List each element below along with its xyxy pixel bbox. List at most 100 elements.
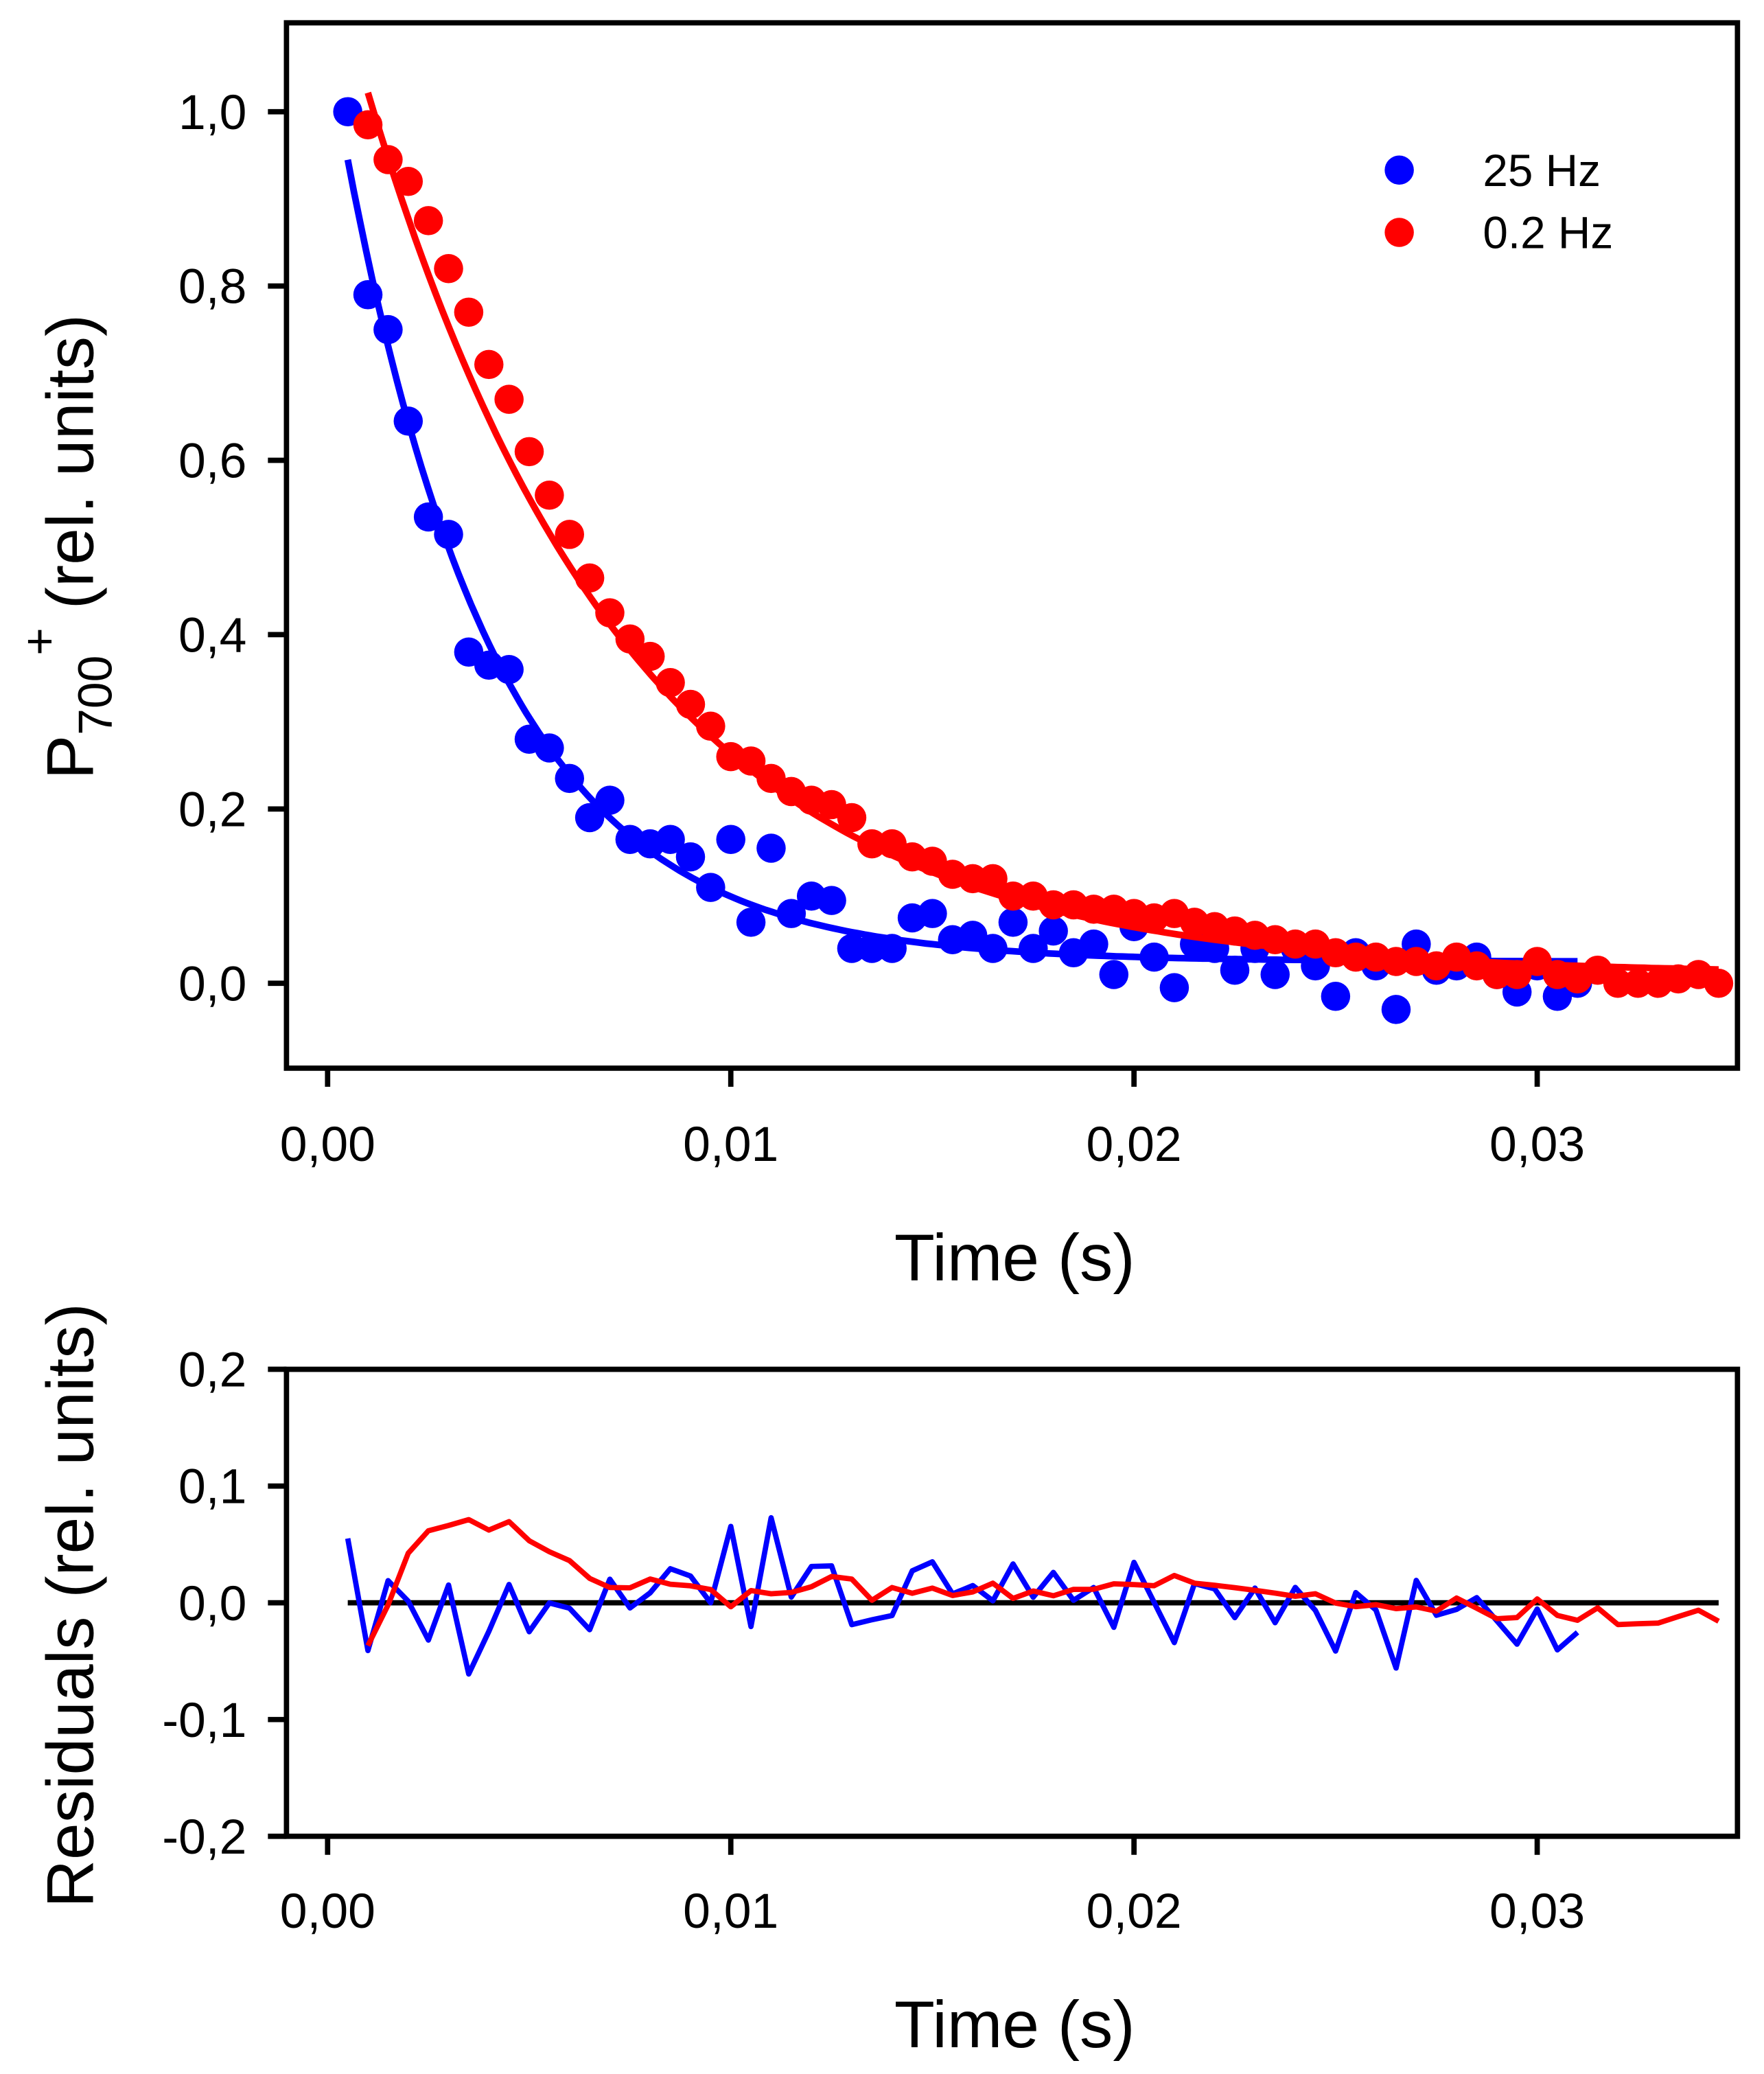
data-point-25hz xyxy=(978,934,1008,963)
top-y-axis-title: P700+ (rel. units) xyxy=(12,314,121,779)
data-point-02hz xyxy=(736,746,766,776)
top-panel: 0,00 0,01 0,02 0,03 0,0 0,2 0,4 0,6 0,8 1,0 25 Hz… xyxy=(12,20,1741,1295)
data-point-02hz xyxy=(353,110,383,139)
data-point-02hz xyxy=(1341,942,1371,972)
data-point-02hz xyxy=(655,667,685,698)
data-point-02hz xyxy=(675,689,706,719)
data-point-25hz xyxy=(555,763,584,794)
data-point-25hz xyxy=(1159,973,1189,1002)
residual-line-02hz xyxy=(365,1517,1720,1647)
data-point-25hz xyxy=(998,908,1028,937)
bottom-panel: 0,00 0,01 0,02 0,03 -0,2 -0,1 0,0 0,1 0,2 Time (… xyxy=(34,1303,1741,2062)
data-point-02hz xyxy=(998,882,1028,911)
data-point-02hz xyxy=(1280,929,1310,959)
y-tick-label: 0,4 xyxy=(178,608,246,663)
top-x-axis-title: Time (s) xyxy=(894,1221,1135,1295)
y-tick-label: 0,1 xyxy=(178,1460,246,1514)
data-point-25hz xyxy=(595,785,625,815)
data-point-25hz xyxy=(1019,934,1048,963)
data-point-02hz xyxy=(696,711,726,741)
x-tick-label: 0,00 xyxy=(280,1884,375,1939)
x-tick-label: 0,03 xyxy=(1489,1884,1585,1939)
data-point-02hz xyxy=(1079,895,1109,924)
x-tick-label: 0,03 xyxy=(1489,1117,1585,1172)
data-point-02hz xyxy=(615,624,645,654)
data-point-25hz xyxy=(575,803,605,833)
legend-label-02hz: 0.2 Hz xyxy=(1483,208,1613,258)
top-plot-frame xyxy=(283,20,1741,1071)
data-point-25hz xyxy=(535,733,564,763)
y-tick-label: 0,2 xyxy=(178,1343,246,1398)
data-point-25hz xyxy=(373,314,403,345)
bottom-y-axis-title: Residuals (rel. units) xyxy=(34,1303,107,1908)
data-point-25hz xyxy=(655,825,685,855)
bottom-x-axis-title: Time (s) xyxy=(894,1988,1135,2062)
data-point-02hz xyxy=(1603,968,1633,998)
data-point-02hz xyxy=(494,384,524,414)
legend-marker-02hz xyxy=(1384,218,1414,247)
data-point-02hz xyxy=(373,145,403,174)
data-point-02hz xyxy=(454,297,484,327)
y-tick-label: 0,8 xyxy=(178,260,246,314)
data-point-25hz xyxy=(918,899,947,928)
data-point-25hz xyxy=(1260,960,1290,989)
data-point-25hz xyxy=(393,406,423,436)
data-point-25hz xyxy=(696,873,726,902)
y-tick-label: 0,2 xyxy=(178,782,246,837)
data-point-25hz xyxy=(1321,982,1351,1011)
data-point-25hz xyxy=(353,280,383,310)
legend-label-25hz: 25 Hz xyxy=(1483,146,1601,196)
data-point-02hz xyxy=(958,864,988,894)
x-tick-label: 0,00 xyxy=(280,1117,375,1172)
y-tick-label: 0,0 xyxy=(178,1576,246,1631)
data-point-02hz xyxy=(595,598,625,627)
data-point-25hz xyxy=(716,825,745,855)
data-point-25hz xyxy=(877,934,907,963)
data-point-25hz xyxy=(1220,955,1250,985)
data-point-25hz xyxy=(736,908,766,937)
data-point-25hz xyxy=(837,934,867,963)
y-tick-label: 0,6 xyxy=(178,434,246,489)
data-point-02hz xyxy=(857,829,887,859)
x-tick-label: 0,01 xyxy=(683,1117,778,1172)
data-point-02hz xyxy=(837,803,867,833)
data-point-25hz xyxy=(675,842,706,872)
legend-marker-25hz xyxy=(1384,155,1414,185)
data-point-25hz xyxy=(1139,942,1169,972)
data-point-25hz xyxy=(434,520,463,549)
data-point-02hz xyxy=(514,437,544,467)
data-point-02hz xyxy=(1623,968,1653,998)
data-point-25hz xyxy=(1038,916,1068,946)
fit-curve-25hz xyxy=(344,159,1578,965)
x-tick-label: 0,02 xyxy=(1087,1117,1182,1172)
data-point-02hz xyxy=(635,641,665,671)
data-point-02hz xyxy=(555,520,584,549)
y-tick-label: 1,0 xyxy=(178,85,246,140)
legend: 25 Hz 0.2 Hz xyxy=(1384,146,1613,258)
data-point-25hz xyxy=(1099,960,1129,989)
data-point-25hz xyxy=(413,502,443,532)
data-point-25hz xyxy=(776,899,806,928)
data-point-25hz xyxy=(857,934,887,963)
data-point-25hz xyxy=(817,886,846,915)
x-tick-label: 0,01 xyxy=(683,1884,778,1939)
data-point-25hz xyxy=(494,654,524,684)
data-point-25hz xyxy=(1381,995,1411,1024)
data-point-25hz xyxy=(1079,929,1109,959)
y-tick-label: 0,0 xyxy=(178,956,246,1011)
x-tick-label: 0,02 xyxy=(1087,1884,1182,1939)
data-point-02hz xyxy=(434,253,463,284)
y-tick-label: -0,2 xyxy=(162,1810,246,1865)
data-point-02hz xyxy=(474,349,504,380)
data-point-02hz xyxy=(413,206,443,235)
y-tick-label: -0,1 xyxy=(162,1693,246,1748)
data-point-02hz xyxy=(1038,890,1068,920)
data-point-02hz xyxy=(393,167,423,196)
data-point-02hz xyxy=(1704,968,1734,998)
data-point-02hz xyxy=(535,481,564,510)
data-point-02hz xyxy=(1381,947,1411,976)
data-point-02hz xyxy=(1482,960,1512,989)
data-point-02hz xyxy=(978,864,1008,894)
data-point-25hz xyxy=(756,833,786,863)
